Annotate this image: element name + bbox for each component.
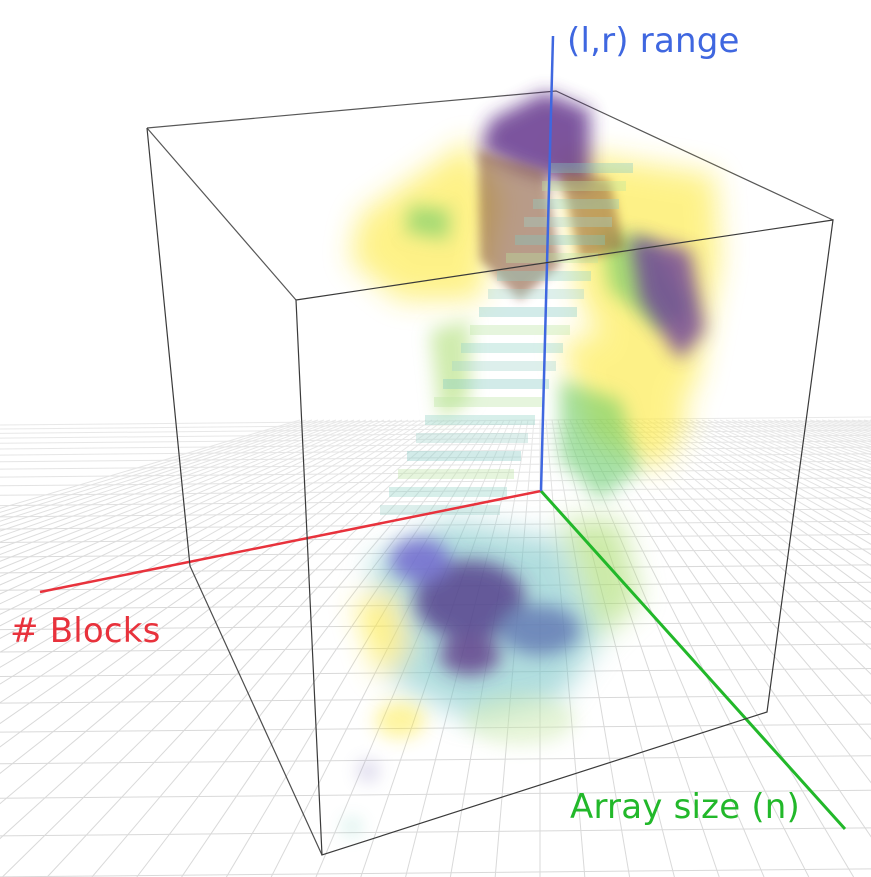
- x-axis-line: [39, 489, 542, 594]
- cube-front-edges: [146, 127, 834, 856]
- y-axis-label: Array size (n): [570, 787, 800, 827]
- cube-back-edges: [146, 90, 834, 301]
- axes: [39, 35, 847, 831]
- x-axis-label: # Blocks: [10, 611, 161, 651]
- staircase-band: [380, 163, 633, 515]
- y-axis-line: [539, 489, 847, 831]
- volume-render: [345, 92, 720, 834]
- z-axis-label: (l,r) range: [567, 21, 740, 61]
- z-axis-line: [539, 35, 555, 492]
